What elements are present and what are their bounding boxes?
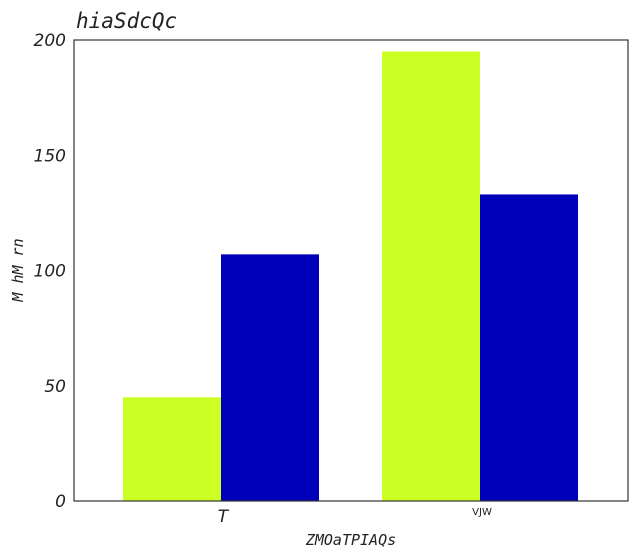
bar-vjw-series-2: [480, 194, 578, 501]
bar-t-series-1: [123, 397, 221, 501]
chart-title: hiaSdcQc: [76, 9, 177, 33]
x-tick-label: VJW: [472, 507, 492, 518]
y-tick-label: 100: [34, 262, 66, 282]
y-axis-ticks: 0 50 100 150 200: [34, 31, 66, 512]
y-tick-label: 0: [55, 492, 66, 512]
plot-frame: [73, 39, 629, 502]
x-tick-label: T: [218, 507, 230, 527]
y-tick-label: 200: [34, 31, 66, 51]
x-axis-label: ZMOaTPIAQs: [305, 531, 396, 549]
x-axis-ticks: T VJW: [218, 507, 492, 527]
y-axis-label: M hM rn: [9, 238, 27, 302]
y-tick-label: 50: [44, 377, 66, 397]
y-tick-label: 150: [34, 146, 66, 166]
bars-group: [123, 51, 578, 502]
bar-t-series-2: [221, 254, 319, 501]
bar-vjw-series-1: [382, 51, 480, 502]
